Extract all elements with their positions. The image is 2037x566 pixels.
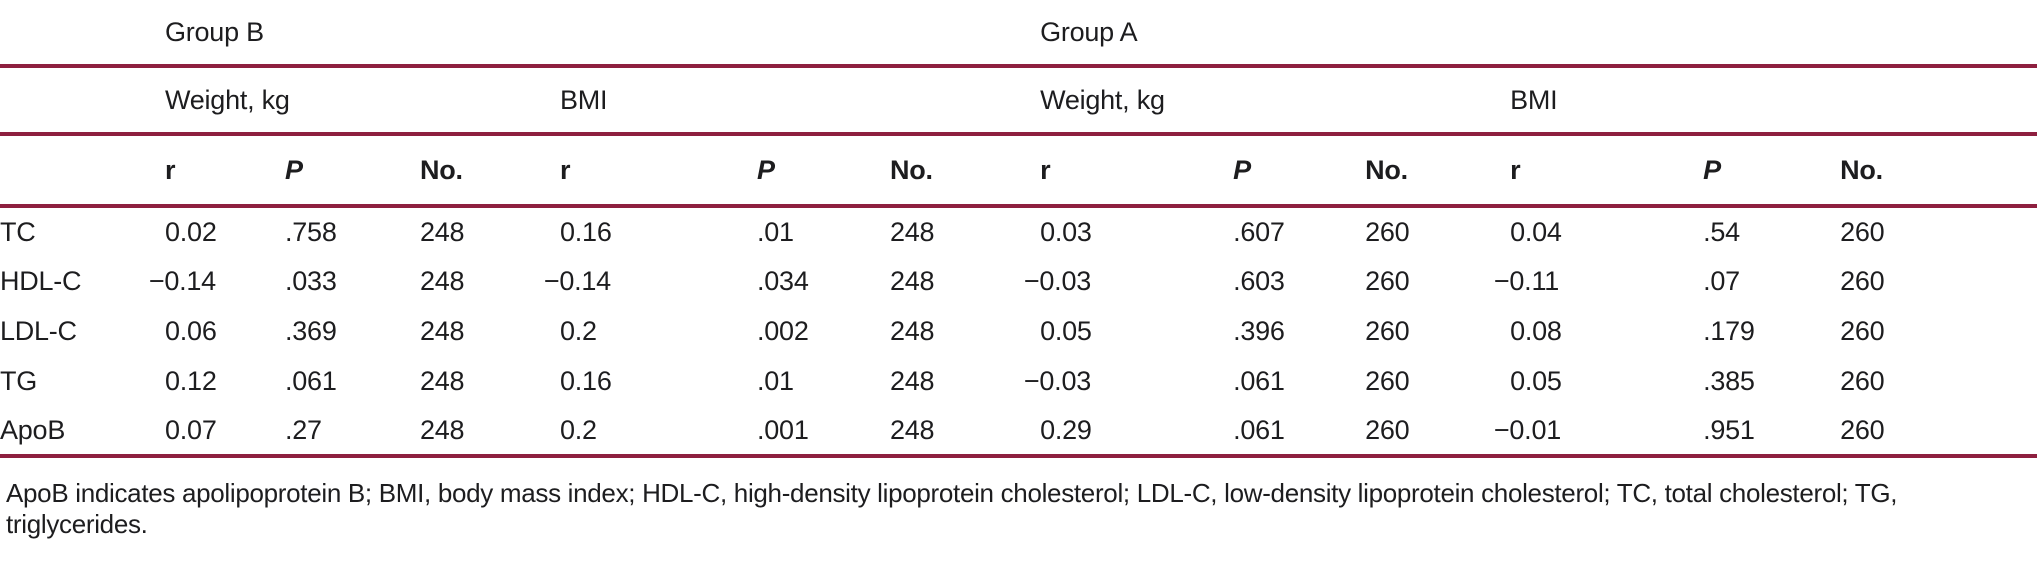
cell-p: .951 bbox=[1703, 406, 1841, 458]
cell-r: −0.03 bbox=[1023, 265, 1091, 296]
cell-no: 248 bbox=[420, 365, 465, 396]
table-row-tg: TG 0.12 .061 248 0.16 .01 248 −0.03 .061… bbox=[0, 356, 2037, 406]
cell-p: .01 bbox=[757, 216, 794, 247]
stat-header-no: No. bbox=[890, 134, 1041, 208]
cell-r: 0.16 bbox=[560, 365, 612, 396]
cell-p: .603 bbox=[1233, 265, 1285, 296]
cell-no: 248 bbox=[420, 406, 560, 458]
stat-header-row: r P No. r P No. r P No. r P No. bbox=[0, 134, 2037, 208]
stat-header-r: r bbox=[165, 134, 285, 208]
cell-no: 260 bbox=[1840, 216, 1885, 247]
cell-p: .01 bbox=[757, 365, 794, 396]
group-b-header: Group B bbox=[165, 0, 1041, 68]
stat-header-r: r bbox=[1040, 134, 1234, 208]
cell-no: 260 bbox=[1365, 406, 1511, 458]
cell-r: 0.05 bbox=[1510, 365, 1562, 396]
cell-p: .061 bbox=[1233, 406, 1366, 458]
cell-r: 0.16 bbox=[560, 216, 612, 247]
empty-corner-cell bbox=[0, 134, 165, 208]
table-row-hdl-c: HDL-C −0.14 .033 248 −0.14 .034 248 −0.0… bbox=[0, 256, 2037, 306]
cell-p: .369 bbox=[285, 315, 337, 346]
row-label: ApoB bbox=[0, 406, 165, 458]
correlation-table: Group B Group A Weight, kg BMI Weight, k… bbox=[0, 0, 2037, 458]
stat-header-r: r bbox=[1510, 134, 1704, 208]
cell-p: .002 bbox=[757, 315, 809, 346]
cell-no: 248 bbox=[420, 265, 465, 296]
stat-header-no: No. bbox=[1365, 134, 1511, 208]
cell-p: .034 bbox=[757, 265, 809, 296]
measure-header-bmi-b: BMI bbox=[560, 66, 1041, 136]
row-label: HDL-C bbox=[0, 265, 82, 296]
cell-p: .033 bbox=[285, 265, 337, 296]
cell-no: 248 bbox=[420, 315, 465, 346]
row-label: LDL-C bbox=[0, 315, 77, 346]
cell-r: 0.06 bbox=[165, 315, 217, 346]
cell-r: −0.01 bbox=[1494, 406, 1704, 458]
cell-r: −0.03 bbox=[1023, 365, 1091, 396]
cell-no: 260 bbox=[1365, 315, 1410, 346]
cell-no: 248 bbox=[890, 216, 935, 247]
cell-r: 0.05 bbox=[1040, 315, 1092, 346]
cell-no: 260 bbox=[1840, 265, 1885, 296]
cell-no: 248 bbox=[890, 265, 935, 296]
group-a-header: Group A bbox=[1040, 0, 2037, 68]
cell-no: 248 bbox=[890, 406, 1041, 458]
cell-no: 260 bbox=[1365, 365, 1410, 396]
stat-header-p: P bbox=[757, 134, 890, 208]
measure-header-row: Weight, kg BMI Weight, kg BMI bbox=[0, 66, 2037, 136]
cell-r: −0.14 bbox=[543, 265, 611, 296]
cell-r: −0.14 bbox=[148, 265, 216, 296]
cell-p: .061 bbox=[1233, 365, 1285, 396]
cell-r: 0.08 bbox=[1510, 315, 1562, 346]
empty-corner-cell bbox=[0, 0, 165, 68]
group-header-row: Group B Group A bbox=[0, 0, 2037, 68]
cell-r: 0.2 bbox=[560, 406, 757, 458]
row-label: TG bbox=[0, 365, 38, 396]
cell-p: .061 bbox=[285, 365, 337, 396]
cell-p: .758 bbox=[285, 216, 337, 247]
cell-no: 248 bbox=[890, 365, 935, 396]
cell-r: 0.2 bbox=[560, 315, 597, 346]
stat-header-p: P bbox=[285, 134, 420, 208]
cell-r: 0.04 bbox=[1510, 216, 1562, 247]
cell-p: .27 bbox=[285, 406, 420, 458]
cell-r: 0.02 bbox=[165, 216, 217, 247]
cell-p: .001 bbox=[757, 406, 890, 458]
cell-p: .385 bbox=[1703, 365, 1755, 396]
cell-no: 260 bbox=[1840, 365, 1885, 396]
stat-header-p: P bbox=[1703, 134, 1841, 208]
cell-r: 0.12 bbox=[165, 365, 217, 396]
stat-header-no: No. bbox=[420, 134, 560, 208]
stat-header-no: No. bbox=[1840, 134, 2037, 208]
cell-no: 260 bbox=[1365, 216, 1410, 247]
cell-p: .396 bbox=[1233, 315, 1285, 346]
cell-p: .07 bbox=[1703, 265, 1740, 296]
cell-r: 0.03 bbox=[1040, 216, 1092, 247]
row-label: TC bbox=[0, 216, 36, 247]
measure-header-weight-a: Weight, kg bbox=[1040, 66, 1511, 136]
cell-r: 0.29 bbox=[1040, 406, 1234, 458]
measure-header-bmi-a: BMI bbox=[1510, 66, 2037, 136]
table-row-ldl-c: LDL-C 0.06 .369 248 0.2 .002 248 0.05 .3… bbox=[0, 306, 2037, 356]
cell-p: .54 bbox=[1703, 216, 1740, 247]
cell-p: .607 bbox=[1233, 216, 1285, 247]
table-row-apob: ApoB 0.07 .27 248 0.2 .001 248 0.29 .061… bbox=[0, 406, 2037, 458]
stat-header-p: P bbox=[1233, 134, 1366, 208]
cell-no: 248 bbox=[420, 216, 465, 247]
cell-no: 260 bbox=[1840, 406, 2037, 458]
table-footnote: ApoB indicates apolipoprotein B; BMI, bo… bbox=[6, 478, 1898, 539]
empty-corner-cell bbox=[0, 66, 165, 136]
measure-header-weight-b: Weight, kg bbox=[165, 66, 560, 136]
cell-no: 260 bbox=[1840, 315, 1885, 346]
table-row-tc: TC 0.02 .758 248 0.16 .01 248 0.03 .607 … bbox=[0, 206, 2037, 256]
stat-header-r: r bbox=[560, 134, 757, 208]
cell-no: 248 bbox=[890, 315, 935, 346]
cell-p: .179 bbox=[1703, 315, 1755, 346]
cell-r: 0.07 bbox=[165, 406, 285, 458]
cell-r: −0.11 bbox=[1493, 265, 1559, 296]
cell-no: 260 bbox=[1365, 265, 1410, 296]
